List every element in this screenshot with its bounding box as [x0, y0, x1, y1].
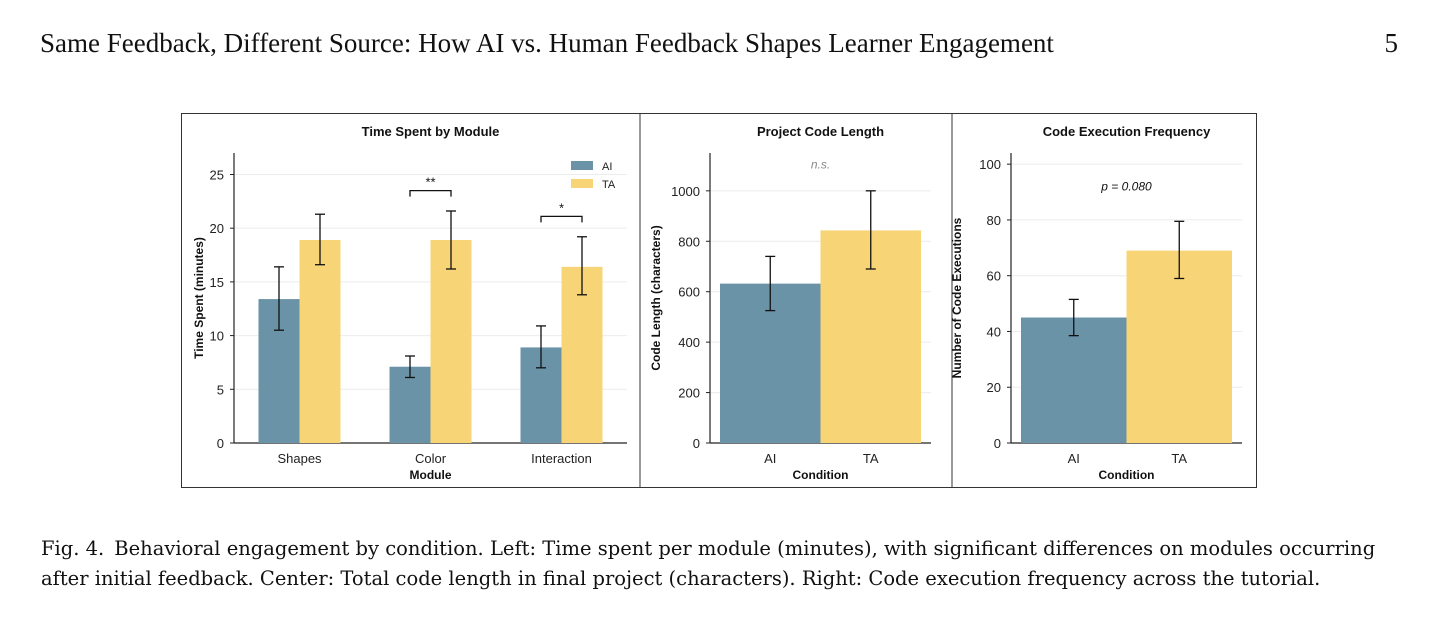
y-axis-label: Code Length (characters) — [649, 225, 663, 370]
bar-ai — [1021, 317, 1127, 443]
y-tick-label: 10 — [210, 329, 224, 344]
x-tick-label: AI — [1068, 451, 1080, 466]
y-tick-label: 200 — [678, 386, 700, 401]
chart-title: Time Spent by Module — [362, 124, 500, 139]
x-tick-label: TA — [1171, 451, 1187, 466]
significance-annotation: p = 0.080 — [1100, 179, 1152, 193]
y-axis-label: Number of Code Executions — [950, 217, 964, 378]
x-tick-label: TA — [863, 451, 879, 466]
y-tick-label: 0 — [994, 436, 1001, 451]
legend-swatch-ai — [571, 161, 593, 170]
significance-bracket — [540, 215, 583, 223]
chart-title: Project Code Length — [757, 124, 884, 139]
execution-frequency-chart: AI TA 0 20 40 60 80 100 Code Execution Frequency… — [950, 124, 1242, 482]
page-header-title: Same Feedback, Different Source: How AI … — [40, 28, 1054, 58]
bar-ta-color — [430, 240, 472, 443]
code-length-chart: AI TA 0 200 400 600 800 1000 Project Code Length… — [649, 124, 931, 482]
page-number: 5 — [1384, 28, 1399, 58]
x-axis-label: Module — [410, 468, 452, 482]
legend-label-ai: AI — [602, 161, 612, 173]
significance-marker: ** — [425, 175, 435, 190]
y-tick-label: 1000 — [671, 184, 700, 199]
legend-swatch-ta — [571, 179, 593, 188]
y-tick-label: 25 — [210, 167, 224, 182]
figure-caption: Fig. 4. Behavioral engagement by conditio… — [41, 534, 1421, 594]
x-tick-label: AI — [764, 451, 776, 466]
time-spent-chart: Shapes Color Interaction 0 5 10 15 20 25 Time Spe… — [192, 124, 627, 482]
bar-ta-shapes — [299, 240, 341, 443]
y-axis-label: Time Spent (minutes) — [192, 237, 206, 359]
y-tick-label: 20 — [210, 221, 224, 236]
y-tick-label: 15 — [210, 275, 224, 290]
bar-ta — [1126, 250, 1232, 443]
y-tick-label: 5 — [217, 382, 224, 397]
y-tick-label: 100 — [979, 157, 1001, 172]
y-tick-label: 600 — [678, 285, 700, 300]
x-axis-label: Condition — [793, 468, 849, 482]
caption-label: Fig. 4. — [41, 537, 105, 560]
significance-bracket — [409, 189, 452, 197]
y-tick-label: 800 — [678, 234, 700, 249]
y-tick-label: 60 — [987, 269, 1001, 284]
bar-ta-interaction — [561, 266, 603, 443]
x-axis-label: Condition — [1099, 468, 1155, 482]
y-tick-label: 0 — [217, 436, 224, 451]
significance-marker: * — [559, 200, 564, 215]
chart-title: Code Execution Frequency — [1043, 124, 1211, 139]
y-tick-label: 80 — [987, 213, 1001, 228]
caption-text: Behavioral engagement by condition. Left… — [41, 537, 1376, 590]
figure-4: Shapes Color Interaction 0 5 10 15 20 25 Time Spe… — [181, 113, 1257, 488]
y-tick-label: 400 — [678, 335, 700, 350]
y-tick-label: 0 — [693, 436, 700, 451]
legend-label-ta: TA — [602, 179, 616, 191]
x-tick-label: Interaction — [531, 451, 592, 466]
x-tick-label: Shapes — [277, 451, 322, 466]
bar-ai-color — [389, 366, 431, 443]
x-tick-label: Color — [415, 451, 447, 466]
y-tick-label: 40 — [987, 324, 1001, 339]
significance-annotation: n.s. — [811, 157, 830, 171]
y-tick-label: 20 — [987, 380, 1001, 395]
